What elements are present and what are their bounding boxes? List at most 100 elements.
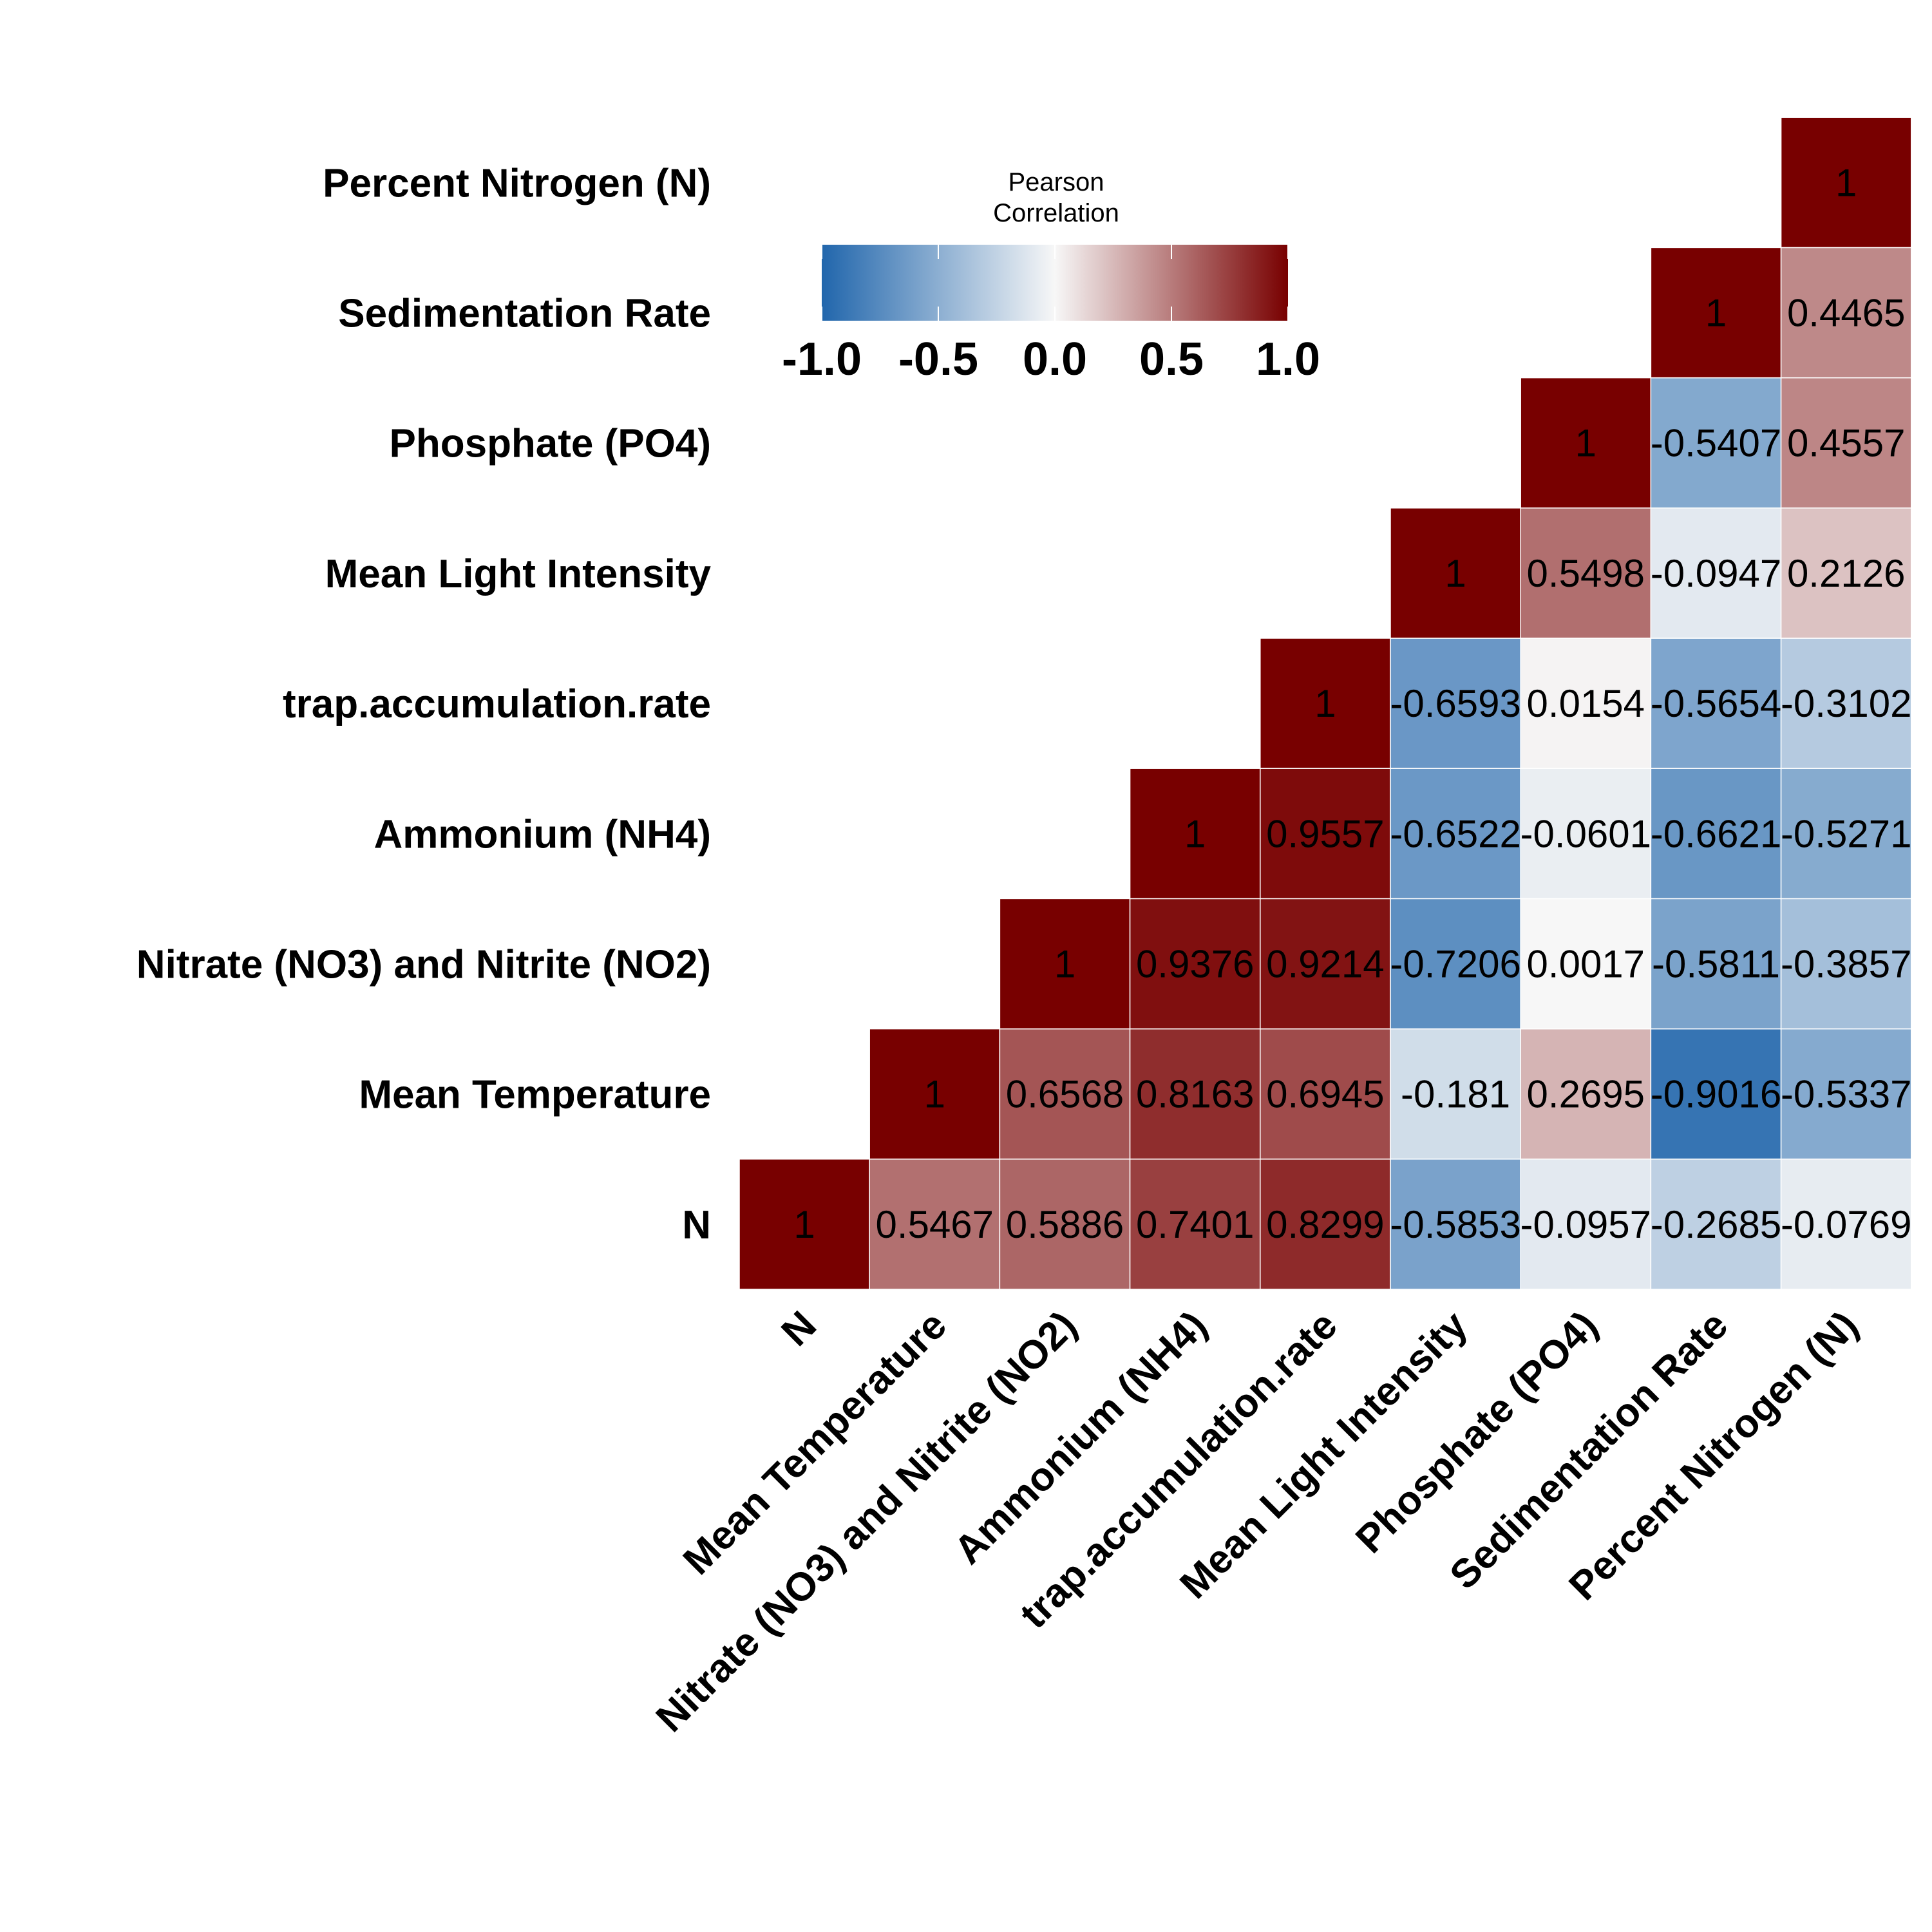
cell-value-1-2: 0.6568 (1006, 1073, 1124, 1116)
cell-value-2-4: 0.9214 (1266, 943, 1385, 986)
cell-value-8-8: 1 (1835, 161, 1857, 204)
col-label-n: N (773, 1303, 825, 1354)
heatmap-cell-5-8 (1780, 507, 1912, 639)
col-label-phosphate-po4: Phosphate (PO4) (1347, 1303, 1606, 1562)
cell-value-1-7: -0.9016 (1651, 1073, 1782, 1116)
cell-value-2-7: -0.5811 (1652, 943, 1780, 986)
cell-value-0-4: 0.8299 (1266, 1203, 1385, 1246)
cell-value-2-6: 0.0017 (1527, 943, 1645, 986)
heatmap-cell-3-4 (1260, 768, 1391, 900)
heatmap-cell-2-2 (999, 898, 1131, 1030)
row-label-phosphate-po4: Phosphate (PO4) (389, 422, 711, 466)
row-label-ammonium-nh4: Ammonium (NH4) (374, 812, 711, 857)
heatmap-cell-8-8 (1780, 117, 1912, 249)
heatmap-cell-0-7 (1650, 1159, 1782, 1290)
cell-value-5-7: -0.0947 (1651, 552, 1782, 595)
col-label-ammonium-nh4: Ammonium (NH4) (946, 1303, 1216, 1573)
cell-value-0-6: -0.0957 (1520, 1203, 1652, 1246)
y-axis-labels: N Mean Temperature Nitrate (NO3) and Nitri… (137, 161, 712, 1247)
heatmap-cell-2-6 (1520, 898, 1652, 1030)
row-label-nitrate-no3-and-nitrite-no2: Nitrate (NO3) and Nitrite (NO2) (137, 943, 711, 987)
row-label-n: N (682, 1203, 711, 1247)
row-label-mean-temperature: Mean Temperature (359, 1073, 711, 1117)
cell-value-6-8: 0.4557 (1787, 422, 1906, 465)
heatmap-cell-0-6 (1520, 1159, 1652, 1290)
cell-value-0-1: 0.5467 (876, 1203, 994, 1246)
cell-value-4-7: -0.5654 (1651, 682, 1782, 725)
cell-value-1-5: -0.181 (1401, 1073, 1510, 1116)
heatmap-cell-3-3 (1129, 768, 1261, 900)
row-label-percent-nitrogen-n: Percent Nitrogen (N) (323, 161, 711, 205)
cell-value-7-8: 0.4465 (1787, 292, 1906, 335)
cell-value-3-7: -0.6621 (1651, 812, 1782, 855)
heatmap-cell-7-8 (1780, 247, 1912, 379)
heatmap-cell-1-7 (1650, 1028, 1782, 1160)
heatmap-cell-1-6 (1520, 1028, 1652, 1160)
color-legend: Pearson Correlation -1.0 -0.5 0.0 0.5 1.0 (782, 168, 1320, 385)
heatmap-cell-6-7 (1650, 377, 1782, 509)
cell-value-4-4: 1 (1314, 682, 1336, 725)
cell-value-1-6: 0.2695 (1527, 1073, 1645, 1116)
cell-value-3-8: -0.5271 (1781, 812, 1912, 855)
heatmap-cell-3-6 (1520, 768, 1652, 900)
cell-value-0-2: 0.5886 (1006, 1203, 1124, 1246)
legend-title-line-1: Pearson (1009, 168, 1104, 196)
heatmap-cells: 1 0.5467 0.5886 0.7401 0.8299 -0.5853-0.0957-… (739, 117, 1912, 1290)
cell-value-3-5: -0.6522 (1390, 812, 1521, 855)
row-label-sedimentation-rate: Sedimentation Rate (338, 292, 711, 336)
heatmap-cell-0-0 (739, 1159, 870, 1290)
cell-value-1-4: 0.6945 (1266, 1073, 1385, 1116)
cell-value-6-7: -0.5407 (1651, 422, 1782, 465)
cell-value-5-5: 1 (1444, 552, 1466, 595)
heatmap-cell-2-5 (1390, 898, 1521, 1030)
legend-title-line-2: Correlation (993, 199, 1119, 227)
cell-value-4-8: -0.3102 (1781, 682, 1912, 725)
cell-value-0-3: 0.7401 (1136, 1203, 1255, 1246)
heatmap-cell-0-8 (1780, 1159, 1912, 1290)
legend-tick-label-4: 1.0 (1256, 334, 1320, 385)
heatmap-cell-6-6 (1520, 377, 1652, 509)
cell-value-7-7: 1 (1705, 292, 1727, 335)
cell-value-2-8: -0.3857 (1781, 943, 1912, 986)
heatmap-cell-5-6 (1520, 507, 1652, 639)
heatmap-cell-3-7 (1650, 768, 1782, 900)
heatmap-cell-0-4 (1260, 1159, 1391, 1290)
cell-value-6-6: 1 (1575, 422, 1596, 465)
heatmap-cell-1-5 (1390, 1028, 1521, 1160)
cell-value-1-3: 0.8163 (1136, 1073, 1255, 1116)
cell-value-0-5: -0.5853 (1390, 1203, 1521, 1246)
cell-value-5-8: 0.2126 (1787, 552, 1906, 595)
legend-tick-label-3: 0.5 (1139, 334, 1204, 385)
heatmap-cell-2-3 (1129, 898, 1261, 1030)
heatmap-cell-5-7 (1650, 507, 1782, 639)
heatmap-cell-2-4 (1260, 898, 1391, 1030)
cell-value-2-3: 0.9376 (1136, 943, 1255, 986)
heatmap-cell-3-5 (1390, 768, 1521, 900)
heatmap-cell-1-1 (869, 1028, 1001, 1160)
heatmap-cell-4-5 (1390, 638, 1521, 769)
legend-ticks: -1.0 -0.5 0.0 0.5 1.0 (782, 245, 1320, 385)
cell-value-3-4: 0.9557 (1266, 812, 1385, 855)
heatmap-cell-0-5 (1390, 1159, 1521, 1290)
heatmap-cell-1-8 (1780, 1028, 1912, 1160)
heatmap-cell-7-7 (1650, 247, 1782, 379)
cell-value-2-5: -0.7206 (1390, 943, 1521, 986)
cell-value-4-5: -0.6593 (1390, 682, 1521, 725)
heatmap-cell-0-3 (1129, 1159, 1261, 1290)
legend-tick-label-2: 0.0 (1023, 334, 1087, 385)
cell-value-4-6: 0.0154 (1527, 682, 1645, 725)
cell-value-0-8: -0.0769 (1781, 1203, 1912, 1246)
cell-value-0-7: -0.2685 (1651, 1203, 1782, 1246)
cell-value-5-6: 0.5498 (1527, 552, 1645, 595)
cell-value-3-6: -0.0601 (1520, 812, 1652, 855)
heatmap-cell-1-4 (1260, 1028, 1391, 1160)
cell-value-1-1: 1 (924, 1073, 945, 1116)
row-label-mean-light-intensity: Mean Light Intensity (325, 552, 712, 596)
heatmap-cell-2-8 (1780, 898, 1912, 1030)
heatmap-cell-5-5 (1390, 507, 1521, 639)
heatmap-cell-0-2 (999, 1159, 1131, 1290)
heatmap-cell-4-6 (1520, 638, 1652, 769)
heatmap-cell-3-8 (1780, 768, 1912, 900)
